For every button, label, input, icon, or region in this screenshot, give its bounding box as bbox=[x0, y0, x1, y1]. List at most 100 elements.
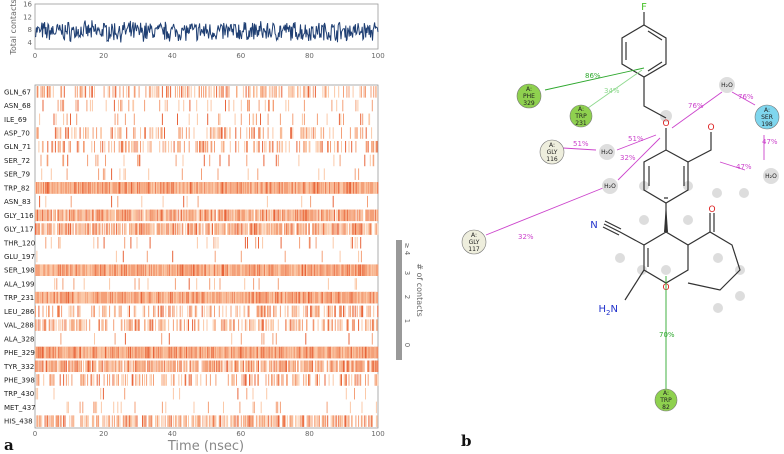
contact-mark bbox=[337, 182, 339, 194]
contact-mark bbox=[96, 209, 98, 222]
contact-mark bbox=[127, 182, 129, 194]
contact-mark bbox=[176, 346, 178, 359]
contact-mark bbox=[130, 264, 132, 276]
contact-mark bbox=[140, 182, 142, 194]
contact-mark bbox=[259, 127, 261, 139]
contact-mark bbox=[280, 182, 282, 194]
contact-mark bbox=[129, 319, 131, 331]
contact-mark bbox=[57, 291, 58, 304]
contact-mark bbox=[244, 360, 246, 373]
contact-mark bbox=[170, 264, 172, 276]
contact-mark bbox=[135, 291, 137, 304]
contact-mark bbox=[326, 401, 328, 414]
contact-mark bbox=[267, 305, 269, 318]
contact-mark bbox=[282, 360, 284, 373]
contact-mark bbox=[310, 209, 312, 222]
contact-mark bbox=[294, 209, 296, 222]
contact-mark bbox=[321, 127, 323, 139]
contact-mark bbox=[253, 127, 255, 139]
contact-mark bbox=[159, 346, 161, 359]
contact-mark bbox=[209, 346, 211, 359]
contact-mark bbox=[244, 415, 246, 427]
contact-mark bbox=[147, 223, 149, 235]
contact-mark bbox=[112, 346, 114, 359]
contact-mark bbox=[122, 86, 124, 98]
contact-mark bbox=[345, 360, 347, 373]
contact-mark bbox=[50, 209, 52, 222]
contact-mark bbox=[137, 346, 139, 359]
contact-mark bbox=[312, 264, 314, 276]
contact-mark bbox=[281, 374, 283, 386]
contact-mark bbox=[91, 140, 93, 153]
contact-mark bbox=[147, 360, 149, 373]
contact-mark bbox=[374, 209, 376, 222]
contact-mark bbox=[125, 223, 127, 235]
contact-mark bbox=[325, 264, 327, 276]
contact-mark bbox=[187, 291, 189, 304]
contact-mark bbox=[35, 346, 36, 359]
contact-mark bbox=[188, 291, 189, 304]
contact-mark bbox=[88, 182, 90, 194]
contact-mark bbox=[228, 182, 230, 194]
contact-mark bbox=[36, 86, 38, 98]
contact-mark bbox=[274, 415, 276, 427]
contact-mark bbox=[288, 319, 290, 331]
contact-mark bbox=[253, 401, 255, 414]
contact-mark bbox=[218, 182, 220, 194]
contact-mark bbox=[186, 291, 188, 304]
contact-mark bbox=[148, 305, 150, 318]
contact-mark bbox=[301, 264, 303, 276]
contact-mark bbox=[131, 182, 132, 194]
contact-mark bbox=[178, 291, 180, 304]
contact-mark bbox=[187, 223, 189, 235]
contact-mark bbox=[144, 374, 146, 386]
contact-mark bbox=[175, 264, 177, 276]
contact-mark bbox=[284, 360, 286, 373]
contact-mark bbox=[110, 182, 112, 194]
contact-mark bbox=[94, 291, 95, 304]
contact-mark bbox=[236, 223, 238, 235]
contact-mark bbox=[112, 182, 114, 194]
contact-mark bbox=[126, 346, 128, 359]
contact-mark bbox=[83, 346, 85, 359]
contact-mark bbox=[44, 319, 46, 331]
contact-mark bbox=[250, 374, 252, 386]
contact-mark bbox=[117, 195, 119, 208]
svg-text:A:: A: bbox=[764, 107, 770, 114]
contact-mark bbox=[255, 223, 257, 235]
contact-mark bbox=[161, 291, 163, 304]
contact-mark bbox=[266, 387, 268, 400]
contact-mark bbox=[251, 360, 253, 373]
contact-mark bbox=[325, 291, 327, 304]
contact-mark bbox=[251, 264, 253, 276]
contact-mark bbox=[334, 319, 336, 331]
heatmap-row bbox=[35, 223, 379, 235]
colorbar-label: # of contacts bbox=[415, 263, 424, 317]
contact-mark bbox=[159, 140, 161, 153]
contact-mark bbox=[309, 209, 311, 222]
contact-mark bbox=[154, 346, 156, 359]
contact-mark bbox=[164, 182, 165, 194]
contact-mark bbox=[321, 360, 323, 373]
contact-mark bbox=[356, 360, 357, 373]
contact-mark bbox=[192, 209, 194, 222]
contact-mark bbox=[370, 182, 372, 194]
contact-mark bbox=[284, 182, 285, 194]
contact-mark bbox=[185, 209, 187, 222]
contact-mark bbox=[375, 360, 377, 373]
contact-mark bbox=[344, 305, 346, 318]
bond bbox=[643, 149, 689, 204]
contact-mark bbox=[286, 291, 288, 304]
contact-mark bbox=[240, 264, 242, 276]
contact-mark bbox=[142, 291, 144, 304]
contact-mark bbox=[225, 209, 226, 222]
contact-mark bbox=[74, 346, 76, 359]
halo bbox=[713, 253, 723, 263]
contact-mark bbox=[159, 99, 161, 112]
contact-mark bbox=[161, 360, 163, 373]
contact-mark bbox=[343, 86, 344, 98]
contact-mark bbox=[95, 264, 97, 276]
contact-mark bbox=[104, 140, 106, 153]
contact-mark bbox=[327, 264, 329, 276]
